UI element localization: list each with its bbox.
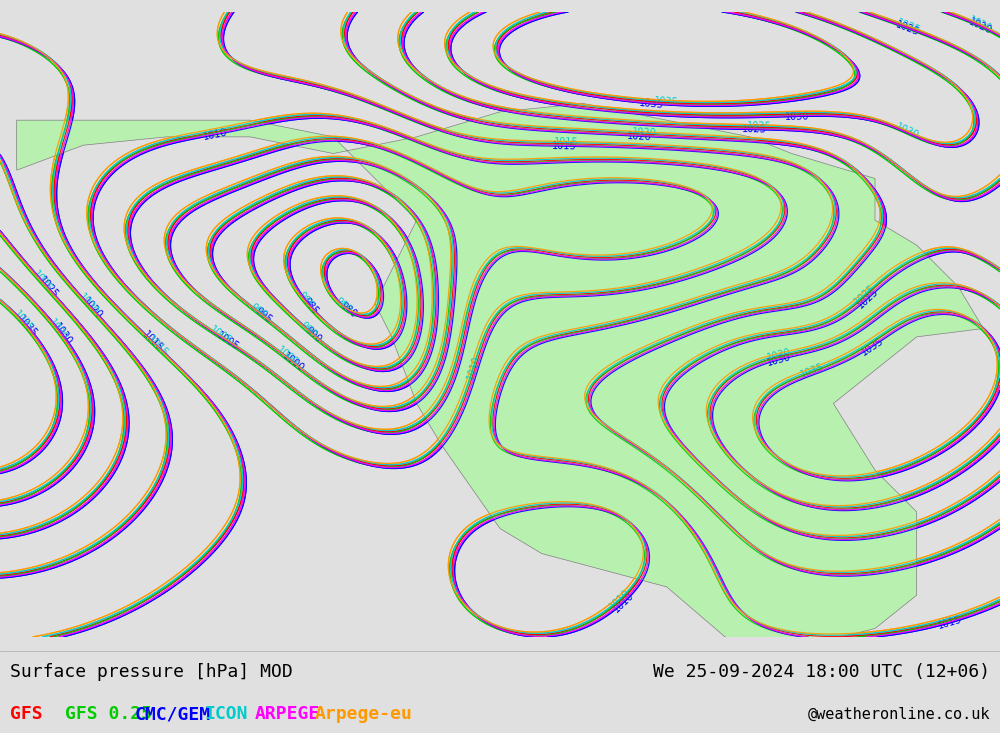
Text: ARPEGE: ARPEGE bbox=[255, 705, 320, 723]
Text: 1020: 1020 bbox=[632, 128, 657, 139]
Text: 1000: 1000 bbox=[281, 351, 306, 374]
Text: 1015: 1015 bbox=[141, 329, 165, 354]
Text: 1025: 1025 bbox=[742, 125, 767, 135]
Text: Surface pressure [hPa] MOD: Surface pressure [hPa] MOD bbox=[10, 663, 293, 681]
Text: 980: 980 bbox=[338, 301, 359, 320]
Text: 1025: 1025 bbox=[31, 269, 54, 294]
Text: 1035: 1035 bbox=[654, 96, 679, 107]
Text: 1035: 1035 bbox=[799, 361, 825, 380]
Text: 1030: 1030 bbox=[785, 111, 809, 122]
Text: 980: 980 bbox=[333, 296, 354, 315]
Text: GFS 0.25: GFS 0.25 bbox=[65, 705, 152, 723]
Text: 1020: 1020 bbox=[627, 130, 652, 142]
Text: 1025: 1025 bbox=[856, 286, 881, 310]
Text: 1020: 1020 bbox=[77, 292, 100, 317]
Text: 1005: 1005 bbox=[215, 331, 241, 353]
Text: 1005: 1005 bbox=[208, 325, 234, 347]
Text: 1030: 1030 bbox=[766, 352, 793, 368]
Text: 1025: 1025 bbox=[853, 282, 877, 306]
Text: @weatheronline.co.uk: @weatheronline.co.uk bbox=[808, 707, 990, 722]
Text: 1020: 1020 bbox=[967, 17, 994, 36]
Text: 1025: 1025 bbox=[747, 121, 772, 131]
Text: 1010: 1010 bbox=[203, 128, 229, 142]
Text: 1020: 1020 bbox=[81, 296, 105, 321]
Text: 1020: 1020 bbox=[967, 15, 994, 34]
Text: 1000: 1000 bbox=[274, 345, 300, 369]
Text: 985: 985 bbox=[296, 290, 315, 311]
Text: 1015: 1015 bbox=[554, 137, 579, 148]
Text: 1030: 1030 bbox=[51, 322, 74, 347]
Text: 1010: 1010 bbox=[612, 590, 636, 614]
Text: 1025: 1025 bbox=[896, 18, 922, 36]
Text: 1035: 1035 bbox=[16, 314, 39, 339]
Text: 1035: 1035 bbox=[860, 335, 886, 357]
Text: 1030: 1030 bbox=[47, 317, 69, 342]
Text: 1015: 1015 bbox=[552, 141, 576, 152]
Text: 990: 990 bbox=[298, 320, 318, 339]
Text: 985: 985 bbox=[301, 295, 321, 317]
Polygon shape bbox=[17, 103, 983, 654]
Text: 1015: 1015 bbox=[937, 615, 963, 631]
Text: Arpege-eu: Arpege-eu bbox=[315, 705, 413, 723]
Text: 995: 995 bbox=[253, 306, 273, 325]
Text: GFS: GFS bbox=[10, 705, 43, 723]
Text: ICON: ICON bbox=[205, 705, 248, 723]
Text: CMC/GEM: CMC/GEM bbox=[135, 705, 211, 723]
Text: 990: 990 bbox=[303, 325, 323, 345]
Text: We 25-09-2024 18:00 UTC (12+06): We 25-09-2024 18:00 UTC (12+06) bbox=[653, 663, 990, 681]
Text: 1025: 1025 bbox=[894, 19, 921, 37]
Text: 1035: 1035 bbox=[639, 97, 664, 110]
Text: 1035: 1035 bbox=[11, 309, 35, 334]
Text: 1030: 1030 bbox=[894, 122, 921, 141]
Text: 1010: 1010 bbox=[607, 587, 632, 611]
Text: 1015: 1015 bbox=[146, 334, 170, 358]
Text: 1010: 1010 bbox=[465, 354, 482, 380]
Text: 1030: 1030 bbox=[766, 347, 793, 363]
Text: 995: 995 bbox=[248, 301, 268, 321]
Text: 1025: 1025 bbox=[37, 275, 60, 301]
